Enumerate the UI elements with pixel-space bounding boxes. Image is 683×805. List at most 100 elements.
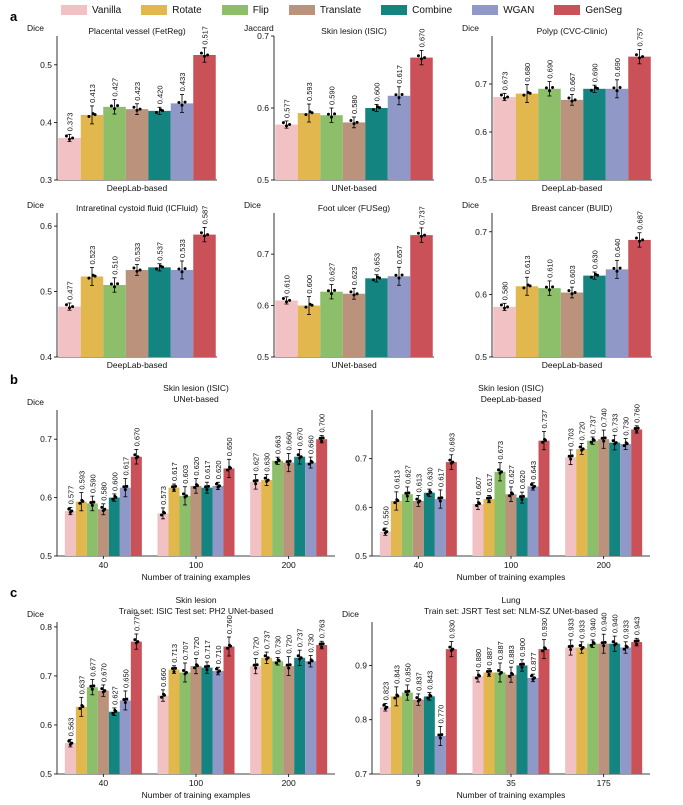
chart-title: Breast cancer (BUID) <box>532 203 613 213</box>
bar <box>103 106 126 180</box>
value-label: 0.677 <box>88 658 97 677</box>
bar <box>609 643 621 774</box>
data-point <box>199 231 203 235</box>
data-point <box>569 457 573 461</box>
value-label: 0.933 <box>578 620 587 639</box>
y-tick-label: 0.5 <box>40 287 52 297</box>
x-axis-label: DeepLab-based <box>542 360 603 370</box>
value-label: 0.617 <box>485 474 494 493</box>
data-point <box>603 436 607 440</box>
value-label: 0.930 <box>540 618 549 637</box>
data-point <box>548 288 551 292</box>
data-point <box>136 455 140 459</box>
value-label: 0.653 <box>373 253 382 272</box>
data-point <box>255 479 259 483</box>
value-label: 0.763 <box>318 619 327 638</box>
data-point <box>416 54 420 58</box>
data-point <box>321 436 325 440</box>
value-label: 0.690 <box>613 58 622 77</box>
data-point <box>551 86 555 90</box>
value-label: 0.630 <box>263 453 272 472</box>
bar <box>576 647 588 774</box>
chart-7: 0.5 0.6 0.7 Skin lesion (ISIC)DeepLab-based… <box>355 383 650 582</box>
bar <box>283 462 295 556</box>
data-point <box>285 124 288 128</box>
bar <box>583 88 606 180</box>
value-label: 0.617 <box>436 468 445 487</box>
data-point <box>371 278 375 282</box>
y-tick-label: 0.7 <box>355 769 367 779</box>
value-label: 0.667 <box>568 73 577 92</box>
bar <box>505 674 517 774</box>
x-axis-label: DeepLab-based <box>542 183 603 193</box>
data-point <box>172 670 176 674</box>
data-point <box>622 444 626 448</box>
bar <box>64 511 76 556</box>
data-point <box>541 440 544 444</box>
data-point <box>489 669 492 673</box>
value-label: 0.707 <box>181 641 190 660</box>
bar <box>179 672 191 774</box>
data-point <box>352 122 356 126</box>
bar <box>170 269 194 357</box>
data-point <box>396 694 400 698</box>
data-point <box>567 454 571 458</box>
value-label: 0.730 <box>622 417 631 436</box>
value-label: 0.760 <box>633 404 642 423</box>
value-label: 0.720 <box>192 637 201 656</box>
legend-item-translate: Translate <box>288 3 361 17</box>
data-point <box>522 93 526 97</box>
y-tick-label: 0.6 <box>475 127 487 137</box>
data-point <box>423 56 427 60</box>
chart-0: 0.3 0.4 0.5 Dice Placental vessel (FetReg) De… <box>27 23 217 193</box>
data-point <box>307 661 311 665</box>
bar <box>193 234 216 357</box>
legend-swatch <box>554 5 581 15</box>
legend-swatch <box>288 5 315 15</box>
value-label: 0.517 <box>201 26 210 45</box>
data-point <box>506 305 510 309</box>
data-point <box>429 490 433 494</box>
y-axis-label: Dice <box>342 609 359 619</box>
value-label: 0.673 <box>496 441 505 460</box>
data-point <box>478 674 481 678</box>
data-point <box>89 500 93 504</box>
data-point <box>133 453 137 457</box>
bar <box>565 457 577 556</box>
value-label: 0.477 <box>66 281 75 300</box>
data-point <box>296 453 300 457</box>
bar <box>560 99 584 180</box>
value-label: 0.690 <box>591 63 600 82</box>
data-point <box>218 484 221 488</box>
data-point <box>520 498 524 502</box>
data-point <box>296 654 300 658</box>
value-label: 0.600 <box>373 83 382 102</box>
data-point <box>161 109 165 113</box>
data-point <box>266 478 270 482</box>
data-point <box>429 694 433 698</box>
value-label: 0.630 <box>591 250 600 269</box>
legend-label: Rotate <box>172 4 202 16</box>
bar <box>272 661 284 774</box>
value-label: 0.670 <box>418 29 427 48</box>
data-point <box>68 306 71 310</box>
data-point <box>288 123 292 127</box>
y-axis-label: Dice <box>27 23 44 33</box>
legend-item-flip: Flip <box>221 3 269 17</box>
chart-title: Skin lesion (ISIC) <box>163 383 229 393</box>
data-point <box>285 663 289 667</box>
data-point <box>420 57 423 61</box>
data-point <box>252 663 256 667</box>
y-tick-label: 0.5 <box>40 551 52 561</box>
data-point <box>633 427 637 431</box>
value-label: 0.577 <box>66 486 75 505</box>
data-point <box>263 476 267 480</box>
bar <box>97 509 109 556</box>
data-point <box>288 663 292 667</box>
data-point <box>180 270 184 274</box>
bar <box>598 439 610 556</box>
chart-subtitle: Train set: JSRT Test set: NLM-SZ UNet-ba… <box>424 606 598 616</box>
data-point <box>625 442 629 446</box>
value-label: 0.877 <box>529 652 538 671</box>
bar <box>494 471 506 556</box>
